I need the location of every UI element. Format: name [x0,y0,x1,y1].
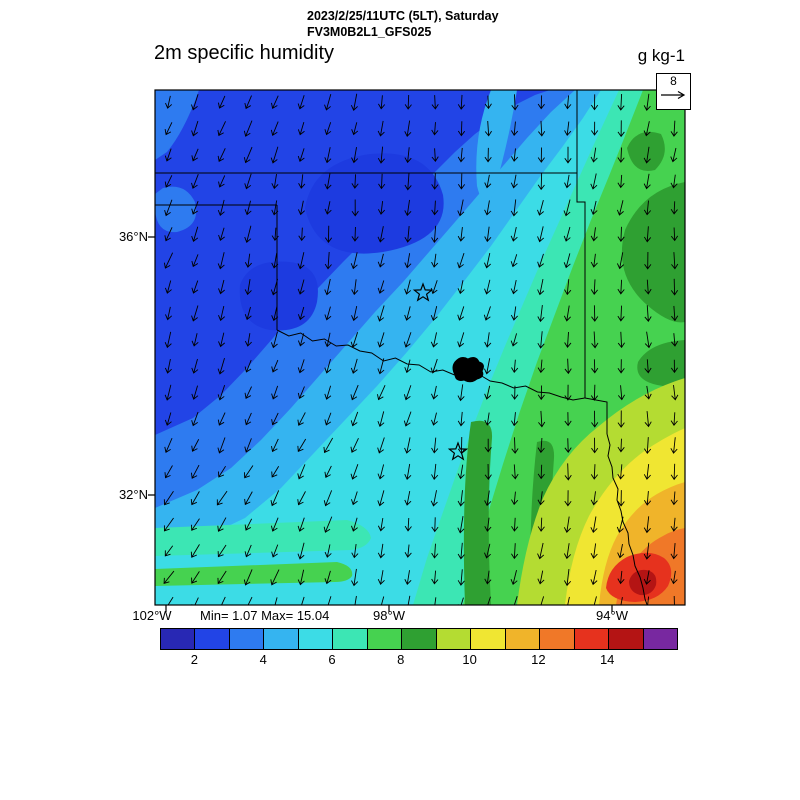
colorbar-segment-7 [367,629,403,649]
colorbar [160,628,678,650]
sabine-river-line [606,433,648,605]
lon-label-98w: 98°W [373,608,405,623]
colorbar-segment-12 [540,629,575,649]
contour-fill-layer [155,90,685,605]
city-star-marker [412,282,434,302]
minmax-stats: Min= 1.07 Max= 15.04 [200,608,330,623]
colorbar-segment-4 [264,629,299,649]
colorbar-segment-2 [195,629,230,649]
lon-label-102w: 102°W [132,608,172,623]
colorbar-segment-13 [574,629,610,649]
map-frame [154,89,686,606]
colorbar-segment-15 [643,629,678,649]
colorbar-segment-8 [402,629,437,649]
lat-label-36n: 36°N [118,229,148,244]
field-title: 2m specific humidity [154,42,335,64]
colorbar-segment-10 [471,629,506,649]
colorbar-segment-9 [436,629,472,649]
colorbar-segment-1 [161,629,196,649]
colorbar-tick-label-14: 14 [599,652,615,667]
colorbar-tick-label-8: 8 [397,652,405,667]
wind-arrow-layer [163,93,679,605]
lon-label-94w: 94°W [596,608,628,623]
lake-outline [452,357,484,383]
humidity-contour-map [148,89,686,612]
wind-reference-arrow-icon [661,90,686,99]
colorbar-tick-label-6: 6 [328,652,336,667]
axis-ticks [148,236,613,612]
colorbar-tick-label-10: 10 [462,652,477,667]
colorbar-segment-5 [298,629,334,649]
lat-label-32n: 32°N [118,487,148,502]
units-label: g kg-1 [637,46,685,65]
state-borders-layer [155,90,648,605]
wind-reference-value: 8 [670,74,677,88]
colorbar-segment-11 [505,629,541,649]
colorbar-segment-3 [229,629,265,649]
colorbar-tick-label-12: 12 [531,652,546,667]
wind-reference-box: 8 [656,73,691,110]
datetime-title: 2023/2/25/11UTC (5LT), Saturday [307,9,499,23]
colorbar-tick-label-2: 2 [190,652,199,667]
model-title: FV3M0B2L1_GFS025 [307,25,432,39]
colorbar-tick-label-4: 4 [259,652,267,667]
colorbar-segment-14 [609,629,644,649]
colorbar-segment-6 [333,629,368,649]
